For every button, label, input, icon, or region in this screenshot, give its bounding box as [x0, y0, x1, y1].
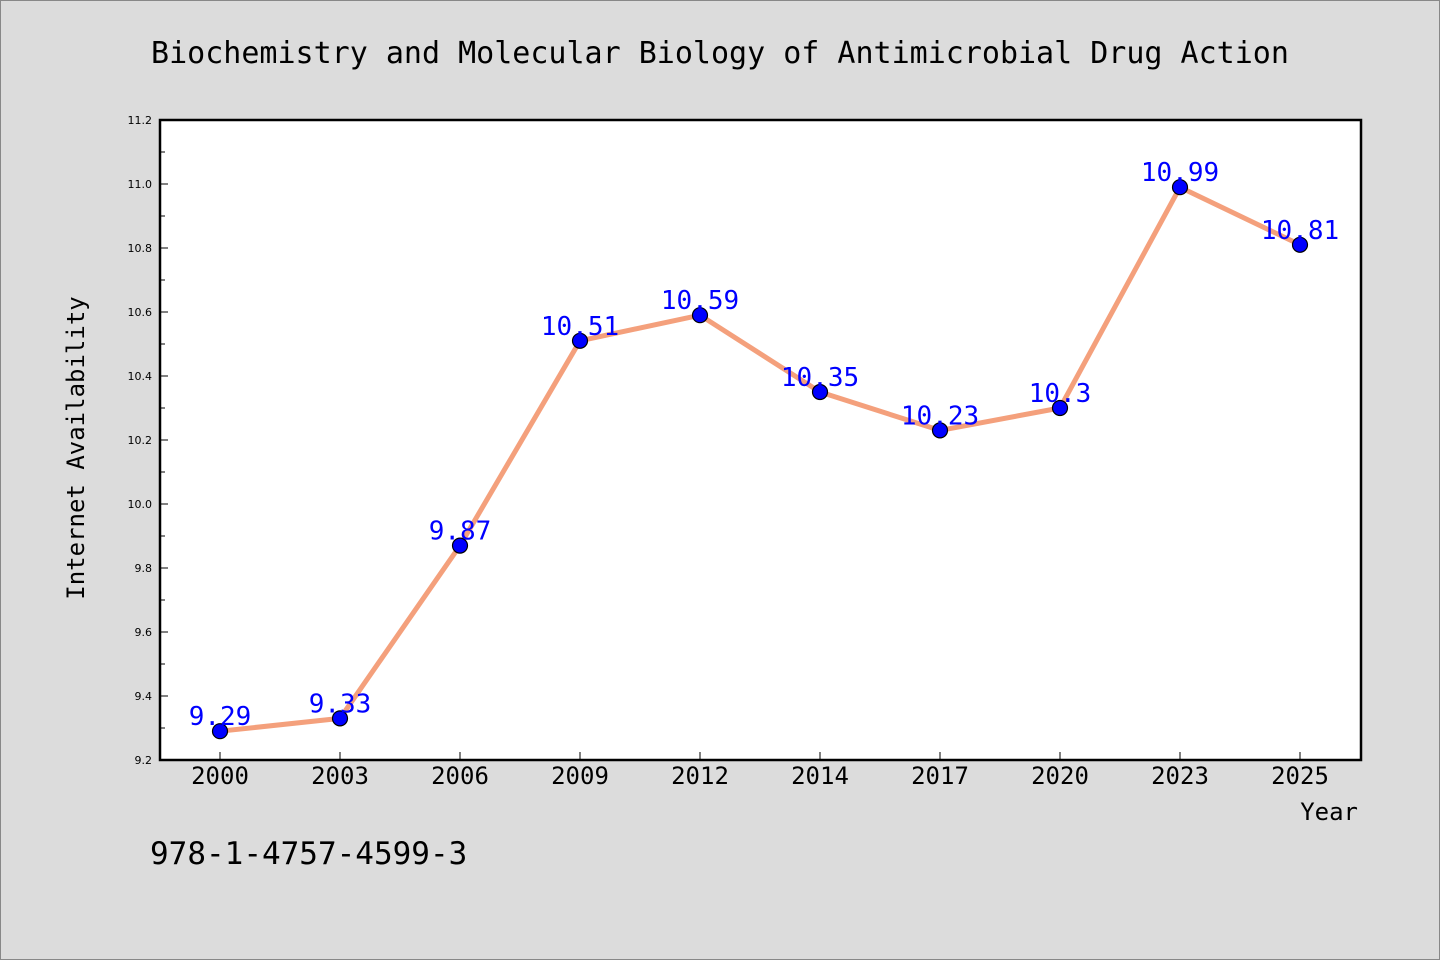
x-axis-label: Year	[1300, 798, 1358, 826]
data-markers	[211, 179, 1309, 740]
x-tick-label: 2014	[791, 762, 849, 790]
y-tick-label: 11.2	[128, 114, 153, 127]
data-label: 10.99	[1141, 158, 1219, 188]
plot-area	[158, 118, 1363, 762]
data-label: 10.23	[901, 401, 979, 431]
data-label: 10.35	[781, 363, 859, 393]
data-label: 10.59	[661, 286, 739, 316]
y-tick-label: 9.8	[135, 562, 153, 575]
y-axis-label: Internet Availability	[62, 296, 90, 599]
data-point	[691, 307, 709, 324]
y-axis: 9.2 9.4 9.6 9.8 10.0 10.2 10.4 10.6 10.8 11.0 11.2	[128, 114, 168, 767]
isbn-text: 978-1-4757-4599-3	[150, 836, 467, 872]
y-tick-label: 10.6	[128, 306, 153, 319]
data-labels: 9.29 9.33 9.87 10.51 10.59 10.35 10.23 10.3 10.9…	[189, 158, 1339, 732]
data-point	[571, 332, 589, 349]
data-point	[1291, 236, 1309, 253]
data-label: 10.81	[1261, 216, 1339, 246]
data-label: 10.3	[1029, 379, 1092, 409]
x-tick-label: 2000	[191, 762, 249, 790]
data-point	[211, 723, 229, 740]
x-axis: 2000 2003 2006 2009 2012 2014 2017 2020 2023 2025	[191, 752, 1329, 790]
series-line	[219, 184, 1302, 734]
chart-title: Biochemistry and Molecular Biology of An…	[151, 36, 1289, 71]
y-tick-label: 9.4	[135, 690, 153, 703]
y-tick-label: 9.2	[135, 754, 153, 767]
x-tick-label: 2023	[1151, 762, 1209, 790]
y-tick-label: 9.6	[135, 626, 153, 639]
x-tick-label: 2017	[911, 762, 969, 790]
x-tick-label: 2020	[1031, 762, 1089, 790]
y-tick-label: 10.0	[128, 498, 153, 511]
data-point	[451, 537, 469, 554]
x-tick-label: 2009	[551, 762, 609, 790]
data-label: 9.87	[429, 517, 492, 547]
data-label: 9.33	[309, 689, 372, 719]
data-point	[1051, 399, 1069, 417]
data-point	[331, 710, 349, 727]
y-tick-label: 11.0	[128, 178, 153, 191]
y-tick-label: 10.2	[128, 434, 153, 447]
data-point	[811, 383, 829, 401]
x-tick-label: 2012	[671, 762, 729, 790]
data-point	[931, 422, 949, 439]
x-tick-label: 2006	[431, 762, 489, 790]
data-label: 10.51	[541, 312, 619, 342]
y-tick-label: 10.8	[128, 242, 153, 255]
y-tick-label: 10.4	[128, 370, 153, 383]
data-point	[1171, 179, 1189, 196]
data-label: 9.29	[189, 702, 252, 732]
x-tick-label: 2025	[1271, 762, 1329, 790]
x-tick-label: 2003	[311, 762, 369, 790]
